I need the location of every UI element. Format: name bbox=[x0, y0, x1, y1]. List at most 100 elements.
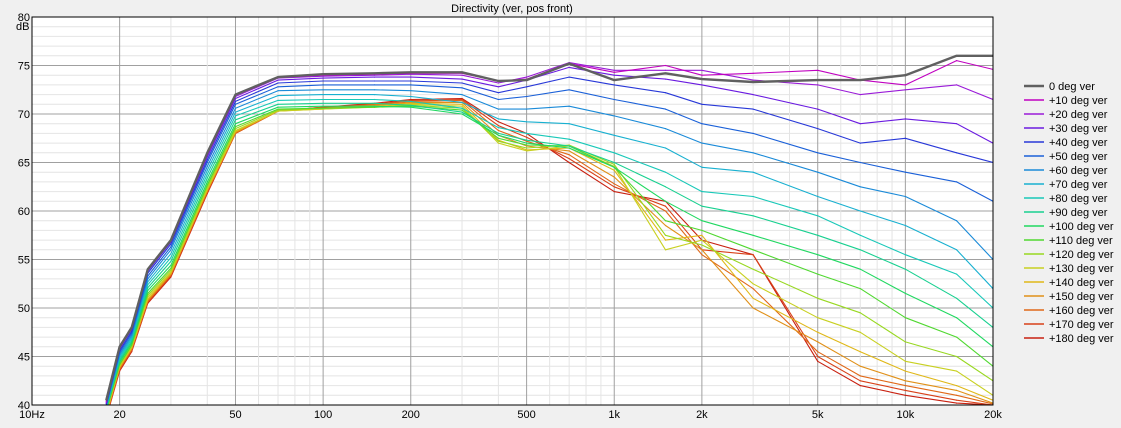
data-point bbox=[859, 365, 861, 367]
data-point bbox=[664, 205, 667, 207]
data-point bbox=[752, 268, 754, 270]
data-point bbox=[752, 171, 754, 173]
data-point bbox=[131, 344, 133, 346]
legend-entry: +130 deg ver bbox=[1049, 263, 1114, 275]
data-point bbox=[859, 234, 861, 236]
data-point bbox=[461, 97, 463, 100]
data-point bbox=[410, 90, 412, 92]
data-point bbox=[752, 94, 754, 96]
data-point bbox=[322, 98, 324, 101]
data-point bbox=[817, 84, 819, 86]
data-point bbox=[859, 210, 861, 212]
data-point bbox=[859, 351, 861, 353]
data-point bbox=[461, 105, 463, 107]
data-point bbox=[410, 104, 412, 106]
data-point bbox=[497, 134, 499, 136]
data-point bbox=[526, 149, 528, 151]
data-point bbox=[373, 102, 375, 104]
data-point bbox=[410, 100, 412, 102]
data-point bbox=[956, 60, 958, 62]
data-point bbox=[904, 380, 907, 382]
data-point bbox=[131, 336, 133, 338]
data-point bbox=[410, 102, 412, 104]
data-point bbox=[373, 94, 375, 96]
data-point bbox=[277, 103, 279, 105]
legend-entry: +180 deg ver bbox=[1049, 333, 1114, 345]
data-point bbox=[956, 385, 958, 387]
legend-entry: +110 deg ver bbox=[1049, 235, 1113, 247]
data-point bbox=[526, 132, 528, 134]
series-line bbox=[106, 98, 993, 405]
data-point bbox=[904, 394, 907, 396]
data-point bbox=[859, 380, 861, 382]
data-point bbox=[956, 399, 958, 401]
data-point bbox=[817, 331, 819, 333]
data-point bbox=[373, 72, 375, 74]
y-tick-label: 60 bbox=[18, 206, 30, 218]
data-point bbox=[277, 95, 279, 97]
legend-entry: +30 deg ver bbox=[1049, 123, 1108, 135]
data-point bbox=[904, 389, 907, 391]
series-lines bbox=[105, 54, 993, 405]
legend-entry: +140 deg ver bbox=[1049, 277, 1114, 289]
data-point bbox=[373, 104, 375, 106]
data-point bbox=[497, 118, 499, 120]
x-tick-label: 20 bbox=[114, 409, 126, 421]
legend-entry: +120 deg ver bbox=[1049, 249, 1114, 261]
data-point bbox=[664, 200, 667, 202]
data-point bbox=[817, 79, 819, 81]
data-point bbox=[234, 126, 237, 128]
data-point bbox=[956, 123, 958, 125]
data-point bbox=[234, 119, 237, 121]
data-point bbox=[817, 360, 819, 362]
y-tick-label: 80 bbox=[18, 12, 30, 24]
legend-entry: +70 deg ver bbox=[1049, 179, 1108, 191]
data-point bbox=[410, 103, 412, 105]
legend-entry: +10 deg ver bbox=[1049, 95, 1108, 107]
data-point bbox=[170, 269, 172, 271]
data-point bbox=[373, 98, 375, 101]
data-point bbox=[234, 115, 237, 117]
data-point bbox=[904, 360, 907, 362]
data-point bbox=[904, 341, 907, 343]
data-point bbox=[613, 161, 615, 164]
data-point bbox=[859, 331, 861, 333]
y-tick-label: 65 bbox=[18, 158, 30, 170]
data-point bbox=[322, 102, 324, 104]
data-point bbox=[859, 249, 861, 251]
series-line bbox=[108, 99, 993, 405]
data-point bbox=[859, 312, 861, 314]
data-point bbox=[206, 181, 208, 183]
data-point bbox=[526, 150, 528, 152]
data-point bbox=[526, 140, 528, 142]
x-tick-label: 500 bbox=[517, 409, 535, 421]
data-point bbox=[613, 152, 615, 154]
data-point bbox=[410, 98, 412, 101]
data-point bbox=[904, 171, 907, 173]
data-point bbox=[817, 317, 819, 319]
data-point bbox=[664, 64, 667, 67]
data-point bbox=[526, 95, 528, 98]
data-point bbox=[752, 249, 754, 251]
data-point bbox=[752, 254, 754, 256]
data-point bbox=[956, 370, 958, 372]
data-point bbox=[410, 105, 412, 107]
data-point bbox=[859, 123, 861, 125]
data-point bbox=[956, 402, 958, 404]
data-point bbox=[904, 370, 907, 372]
data-point bbox=[526, 142, 528, 144]
data-point bbox=[568, 145, 570, 147]
data-point bbox=[613, 79, 615, 81]
data-point bbox=[461, 101, 463, 103]
data-point bbox=[752, 307, 754, 309]
y-tick-label: 50 bbox=[18, 303, 30, 315]
data-point bbox=[817, 195, 819, 198]
data-point bbox=[497, 129, 499, 132]
data-point bbox=[956, 55, 958, 57]
data-point bbox=[956, 336, 958, 338]
data-point bbox=[234, 111, 237, 113]
legend: 0 deg ver +10 deg ver +20 deg ver +30 deg v… bbox=[1024, 81, 1114, 345]
data-point bbox=[859, 161, 861, 164]
data-point bbox=[170, 267, 172, 269]
